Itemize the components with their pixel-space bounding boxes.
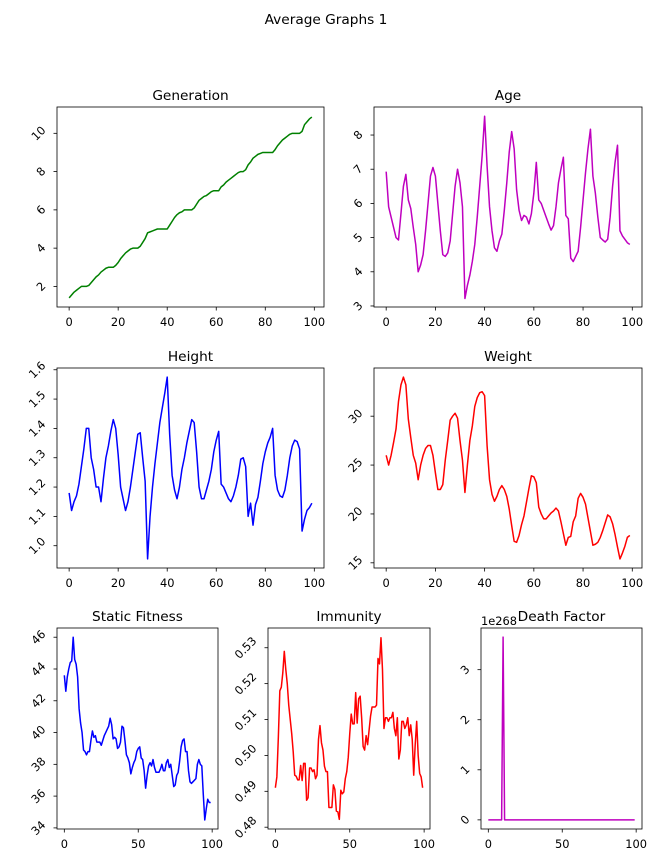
axes-title: Static Fitness [92, 609, 183, 625]
x-tick-label: 50 [342, 837, 357, 851]
x-tick-label: 80 [576, 576, 591, 590]
x-tick-label: 100 [621, 576, 643, 590]
series-line [488, 636, 635, 821]
x-tick-label: 60 [209, 315, 224, 329]
x-tick-label: 60 [527, 576, 542, 590]
x-tick-label: 100 [625, 837, 647, 851]
x-tick-label: 80 [258, 576, 273, 590]
axes-frame [480, 627, 643, 830]
x-tick-label: 60 [209, 576, 224, 590]
axes-frame [373, 106, 643, 308]
axes-title: Age [495, 88, 521, 104]
axes-title: Immunity [316, 609, 381, 625]
series-line [274, 636, 424, 821]
axes-title: Death Factor [518, 609, 606, 625]
x-tick-label: 40 [477, 576, 492, 590]
x-tick-label: 40 [160, 315, 175, 329]
series-line [385, 376, 631, 560]
x-tick-label: 100 [303, 315, 325, 329]
x-tick-label: 20 [428, 576, 443, 590]
axes-frame [56, 106, 325, 308]
y-offset-text: 1e268 [481, 614, 517, 628]
series-line [63, 636, 211, 821]
x-tick-label: 0 [272, 837, 279, 851]
x-tick-label: 0 [66, 576, 73, 590]
x-tick-label: 80 [258, 315, 273, 329]
series-line [68, 116, 313, 299]
axes-title: Height [168, 349, 214, 365]
x-tick-label: 40 [477, 315, 492, 329]
axes-frame [267, 627, 431, 830]
axes-frame [373, 367, 643, 569]
x-tick-label: 0 [485, 837, 492, 851]
x-tick-label: 100 [621, 315, 643, 329]
x-tick-label: 20 [111, 576, 126, 590]
x-tick-label: 50 [131, 837, 146, 851]
axes-title: Generation [152, 88, 228, 104]
x-tick-label: 0 [66, 315, 73, 329]
x-tick-label: 0 [383, 576, 390, 590]
x-tick-label: 100 [303, 576, 325, 590]
x-tick-label: 80 [576, 315, 591, 329]
x-tick-label: 40 [160, 576, 175, 590]
x-tick-label: 60 [527, 315, 542, 329]
axes-frame [56, 367, 325, 569]
x-tick-label: 20 [111, 315, 126, 329]
series-line [385, 115, 631, 300]
x-tick-label: 0 [61, 837, 68, 851]
x-tick-label: 100 [201, 837, 223, 851]
x-tick-label: 20 [428, 315, 443, 329]
x-tick-label: 0 [383, 315, 390, 329]
figure-title: Average Graphs 1 [265, 12, 388, 28]
axes-title: Weight [484, 349, 532, 365]
x-tick-label: 50 [555, 837, 570, 851]
series-line [68, 376, 313, 560]
x-tick-label: 100 [413, 837, 435, 851]
axes-frame [56, 627, 219, 830]
